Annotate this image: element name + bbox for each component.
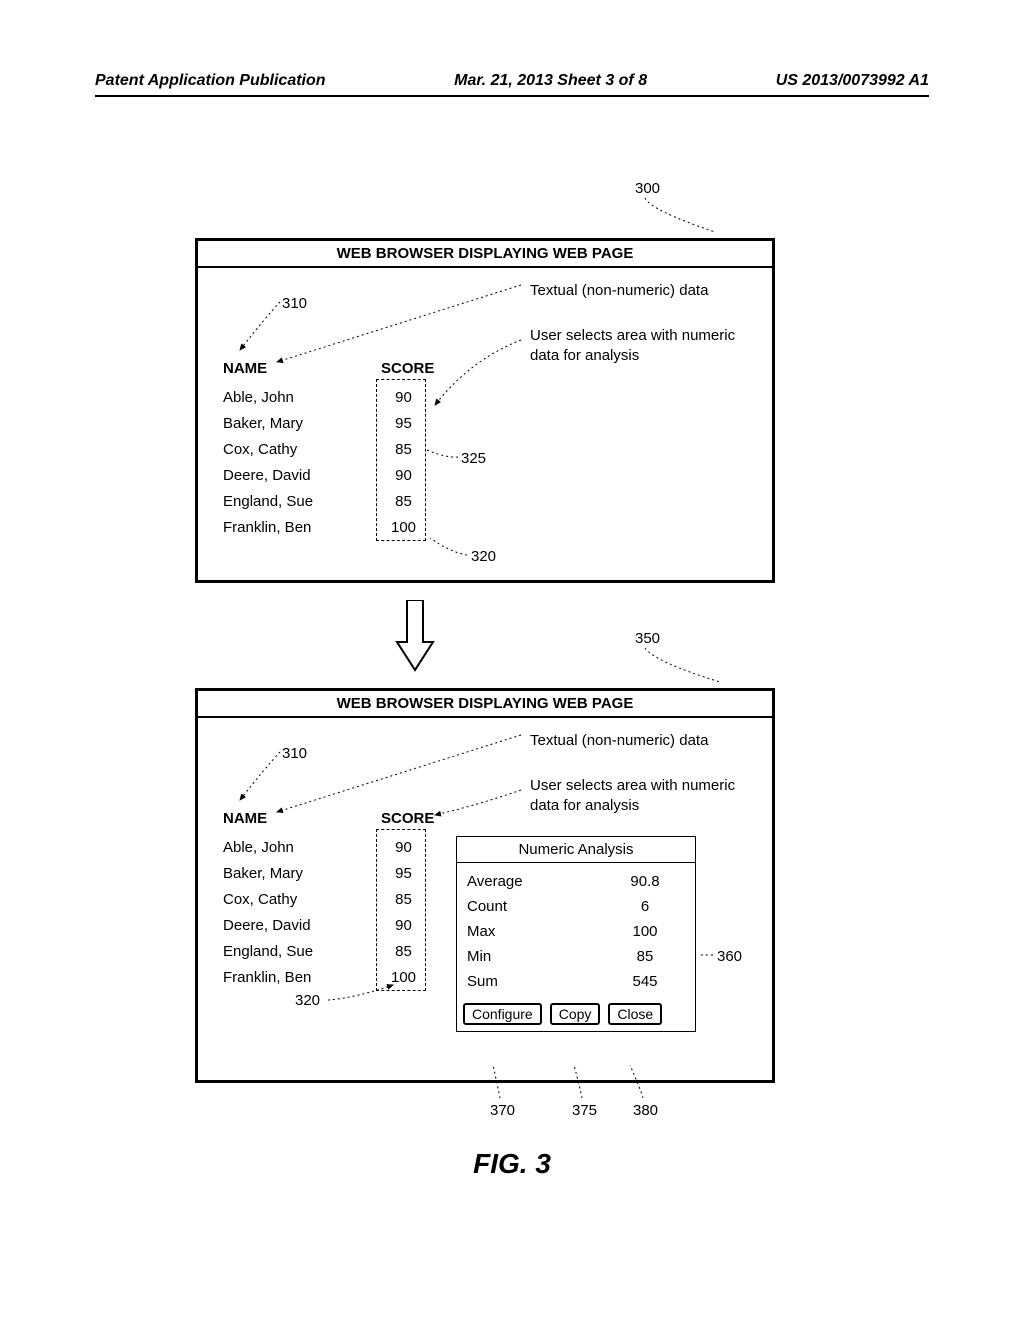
callout-320-upper: 320 [471,548,496,565]
callout-370: 370 [490,1102,515,1119]
callout-350: 350 [635,630,660,647]
page-header: Patent Application Publication Mar. 21, … [0,72,1024,90]
panel-title-300: WEB BROWSER DISPLAYING WEB PAGE [198,241,772,268]
selection-box-325 [376,379,426,541]
figure-caption: FIG. 3 [0,1148,1024,1180]
flow-arrow-down-icon [395,600,435,675]
numeric-analysis-panel: Numeric Analysis Average90.8 Count6 Max1… [456,836,696,1032]
analysis-buttons: Configure Copy Close [457,1000,695,1031]
analysis-rows: Average90.8 Count6 Max100 Min85 Sum545 [457,863,695,1000]
header-center: Mar. 21, 2013 Sheet 3 of 8 [454,72,647,90]
analysis-row: Max100 [467,919,685,944]
callout-380: 380 [633,1102,658,1119]
callout-360: 360 [717,948,742,965]
close-button[interactable]: Close [608,1003,662,1025]
selection-box-320-lower [376,829,426,991]
analysis-row: Average90.8 [467,869,685,894]
annot-user-selects-2: User selects area with numeric data for … [530,776,740,816]
analysis-row: Count6 [467,894,685,919]
header-right: US 2013/0073992 A1 [776,72,929,90]
annot-textual-2: Textual (non-numeric) data [530,731,708,751]
callout-300: 300 [635,180,660,197]
callout-310-lower: 310 [282,745,307,762]
callout-325: 325 [461,450,486,467]
annot-textual: Textual (non-numeric) data [530,281,708,301]
annot-user-selects: User selects area with numeric data for … [530,326,740,366]
configure-button[interactable]: Configure [463,1003,542,1025]
analysis-row: Sum545 [467,969,685,994]
callout-320-lower: 320 [295,992,320,1009]
analysis-title: Numeric Analysis [457,837,695,863]
copy-button[interactable]: Copy [550,1003,601,1025]
name-header: NAME [223,356,381,382]
leader-lines-overlay [0,0,1024,1320]
header-left: Patent Application Publication [95,72,326,90]
header-rule [95,95,929,97]
browser-panel-300: WEB BROWSER DISPLAYING WEB PAGE NAME SCO… [195,238,775,583]
callout-375: 375 [572,1102,597,1119]
analysis-row: Min85 [467,944,685,969]
name-header: NAME [223,806,381,832]
callout-310-upper: 310 [282,295,307,312]
panel-title-350: WEB BROWSER DISPLAYING WEB PAGE [198,691,772,718]
